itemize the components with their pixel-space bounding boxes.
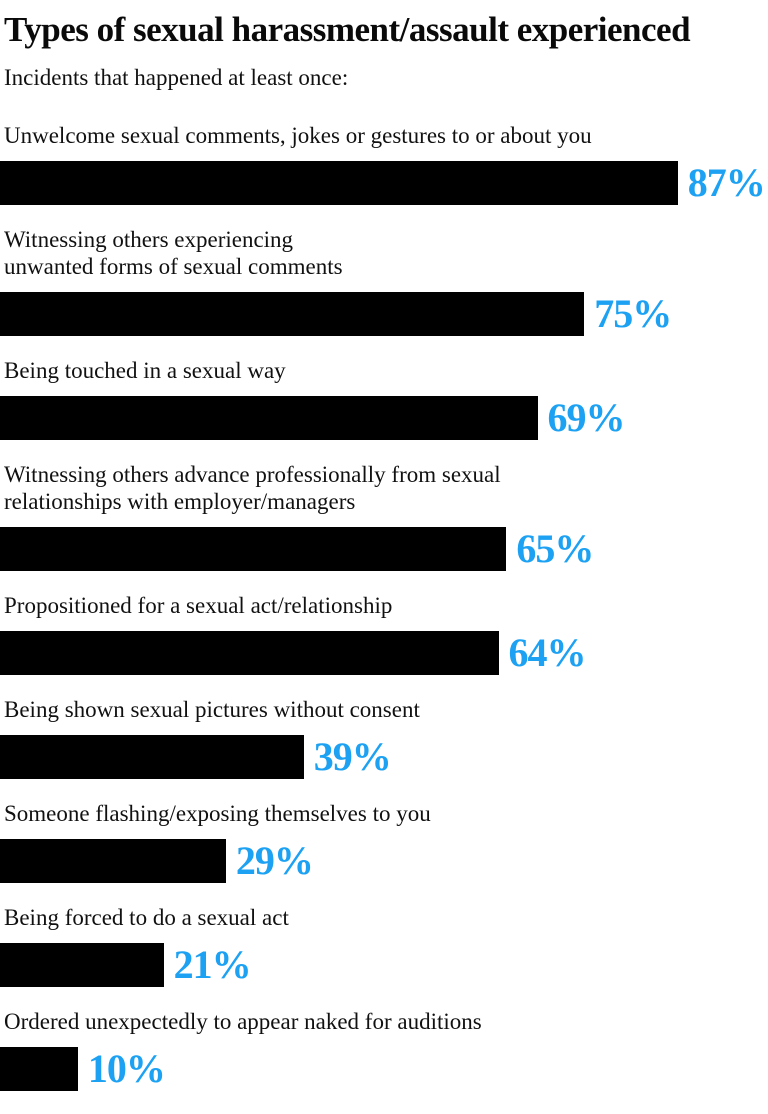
category-label: Witnessing others experiencing unwanted … [4, 227, 343, 280]
bar-row: Propositioned for a sexual act/relations… [0, 592, 768, 676]
bar-line: 29% [0, 838, 768, 884]
bar-row: Being shown sexual pictures without cons… [0, 696, 768, 780]
bar [0, 1047, 78, 1092]
bar-row: Being touched in a sexual way 69% [0, 357, 768, 441]
value-label: 65% [516, 526, 594, 572]
bar [0, 396, 538, 441]
bar [0, 839, 226, 884]
value-label: 64% [508, 630, 587, 676]
bar-row: Ordered unexpectedly to appear naked for… [0, 1008, 768, 1092]
category-label: Being shown sexual pictures without cons… [4, 697, 420, 723]
bar-row: Witnessing others advance professionally… [0, 461, 768, 572]
bar-line: 75% [0, 291, 768, 337]
value-label: 10% [87, 1046, 166, 1092]
category-label: Being forced to do a sexual act [4, 905, 289, 931]
bar [0, 292, 585, 337]
value-label: 87% [687, 160, 766, 206]
category-label: Witnessing others advance professionally… [4, 462, 501, 515]
value-label: 39% [313, 734, 392, 780]
category-label: Being touched in a sexual way [4, 358, 286, 384]
bar [0, 735, 304, 780]
bar-chart: Types of sexual harassment/assault exper… [0, 10, 768, 1092]
value-label: 69% [547, 395, 626, 441]
value-label: 75% [594, 291, 672, 337]
bar [0, 631, 499, 676]
bar-row: Someone flashing/exposing themselves to … [0, 800, 768, 884]
bar-line: 64% [0, 630, 768, 676]
category-label: Unwelcome sexual comments, jokes or gest… [4, 123, 592, 149]
bar-line: 87% [0, 160, 768, 206]
bar [0, 161, 678, 206]
category-label: Ordered unexpectedly to appear naked for… [4, 1009, 482, 1035]
value-label: 29% [235, 838, 314, 884]
bar-line: 65% [0, 526, 768, 572]
bar-line: 10% [0, 1046, 768, 1092]
bar-line: 39% [0, 734, 768, 780]
bar-rows: Unwelcome sexual comments, jokes or gest… [0, 122, 768, 1092]
bar-line: 69% [0, 395, 768, 441]
bar [0, 943, 164, 988]
bar-row: Being forced to do a sexual act 21% [0, 904, 768, 988]
bar-row: Witnessing others experiencing unwanted … [0, 226, 768, 337]
value-label: 21% [173, 942, 252, 988]
bar-row: Unwelcome sexual comments, jokes or gest… [0, 122, 768, 206]
category-label: Propositioned for a sexual act/relations… [4, 593, 393, 619]
chart-subtitle: Incidents that happened at least once: [4, 65, 349, 91]
chart-title: Types of sexual harassment/assault exper… [4, 10, 691, 49]
bar-line: 21% [0, 942, 768, 988]
category-label: Someone flashing/exposing themselves to … [4, 801, 431, 827]
bar [0, 527, 507, 572]
